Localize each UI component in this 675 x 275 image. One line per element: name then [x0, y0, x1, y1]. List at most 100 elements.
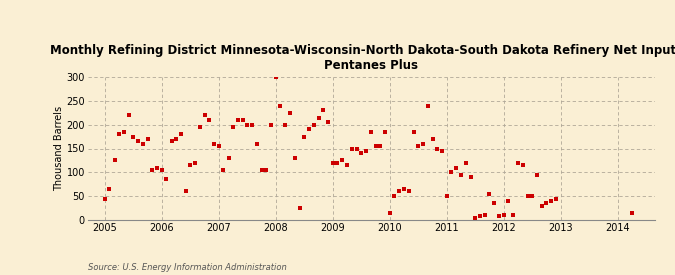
- Point: [366, 130, 377, 134]
- Point: [304, 127, 315, 132]
- Point: [470, 215, 481, 220]
- Point: [227, 125, 238, 129]
- Point: [451, 165, 462, 170]
- Point: [152, 165, 163, 170]
- Point: [190, 161, 200, 165]
- Point: [289, 156, 300, 160]
- Point: [113, 132, 124, 136]
- Point: [209, 142, 219, 146]
- Point: [394, 189, 405, 194]
- Point: [256, 168, 267, 172]
- Point: [327, 161, 338, 165]
- Point: [294, 206, 305, 210]
- Point: [213, 144, 224, 148]
- Point: [275, 103, 286, 108]
- Point: [99, 196, 110, 201]
- Point: [323, 120, 333, 125]
- Point: [522, 194, 533, 198]
- Point: [318, 108, 329, 112]
- Point: [531, 172, 542, 177]
- Point: [417, 142, 428, 146]
- Point: [199, 113, 210, 117]
- Point: [142, 137, 153, 141]
- Point: [512, 161, 523, 165]
- Point: [218, 168, 229, 172]
- Point: [308, 122, 319, 127]
- Point: [351, 146, 362, 151]
- Point: [489, 201, 500, 205]
- Point: [242, 122, 252, 127]
- Point: [526, 194, 537, 198]
- Point: [498, 213, 509, 218]
- Point: [232, 118, 243, 122]
- Point: [541, 201, 552, 205]
- Point: [246, 122, 257, 127]
- Point: [104, 187, 115, 191]
- Point: [475, 214, 485, 218]
- Point: [389, 194, 400, 198]
- Point: [146, 168, 157, 172]
- Point: [537, 204, 547, 208]
- Point: [437, 149, 448, 153]
- Text: Source: U.S. Energy Information Administration: Source: U.S. Energy Information Administ…: [88, 263, 286, 272]
- Point: [384, 211, 395, 215]
- Point: [161, 177, 172, 182]
- Point: [124, 113, 134, 117]
- Y-axis label: Thousand Barrels: Thousand Barrels: [53, 106, 63, 191]
- Point: [138, 142, 148, 146]
- Point: [185, 163, 196, 167]
- Point: [446, 170, 457, 175]
- Point: [204, 118, 215, 122]
- Point: [157, 168, 167, 172]
- Point: [346, 146, 357, 151]
- Point: [180, 189, 191, 194]
- Point: [380, 130, 391, 134]
- Point: [271, 75, 281, 79]
- Point: [517, 163, 528, 167]
- Point: [313, 115, 324, 120]
- Point: [432, 146, 443, 151]
- Point: [332, 161, 343, 165]
- Point: [479, 213, 490, 218]
- Point: [465, 175, 476, 179]
- Point: [171, 137, 182, 141]
- Point: [408, 130, 419, 134]
- Point: [494, 214, 505, 218]
- Point: [503, 199, 514, 203]
- Point: [356, 151, 367, 155]
- Point: [166, 139, 177, 144]
- Point: [370, 144, 381, 148]
- Point: [460, 161, 471, 165]
- Point: [551, 196, 562, 201]
- Point: [508, 213, 519, 218]
- Point: [342, 163, 352, 167]
- Point: [413, 144, 424, 148]
- Point: [109, 158, 120, 163]
- Point: [299, 134, 310, 139]
- Point: [484, 192, 495, 196]
- Point: [266, 122, 277, 127]
- Point: [128, 134, 139, 139]
- Point: [399, 187, 410, 191]
- Point: [403, 189, 414, 194]
- Point: [337, 158, 348, 163]
- Title: Monthly Refining District Minnesota-Wisconsin-North Dakota-South Dakota Refinery: Monthly Refining District Minnesota-Wisc…: [49, 44, 675, 72]
- Point: [375, 144, 385, 148]
- Point: [118, 130, 129, 134]
- Point: [194, 125, 205, 129]
- Point: [427, 137, 438, 141]
- Point: [238, 118, 248, 122]
- Point: [285, 111, 296, 115]
- Point: [261, 168, 271, 172]
- Point: [626, 211, 637, 215]
- Point: [176, 132, 186, 136]
- Point: [456, 172, 466, 177]
- Point: [132, 139, 143, 144]
- Point: [360, 149, 371, 153]
- Point: [545, 199, 556, 203]
- Point: [252, 142, 263, 146]
- Point: [441, 194, 452, 198]
- Point: [280, 122, 291, 127]
- Point: [423, 103, 433, 108]
- Point: [223, 156, 234, 160]
